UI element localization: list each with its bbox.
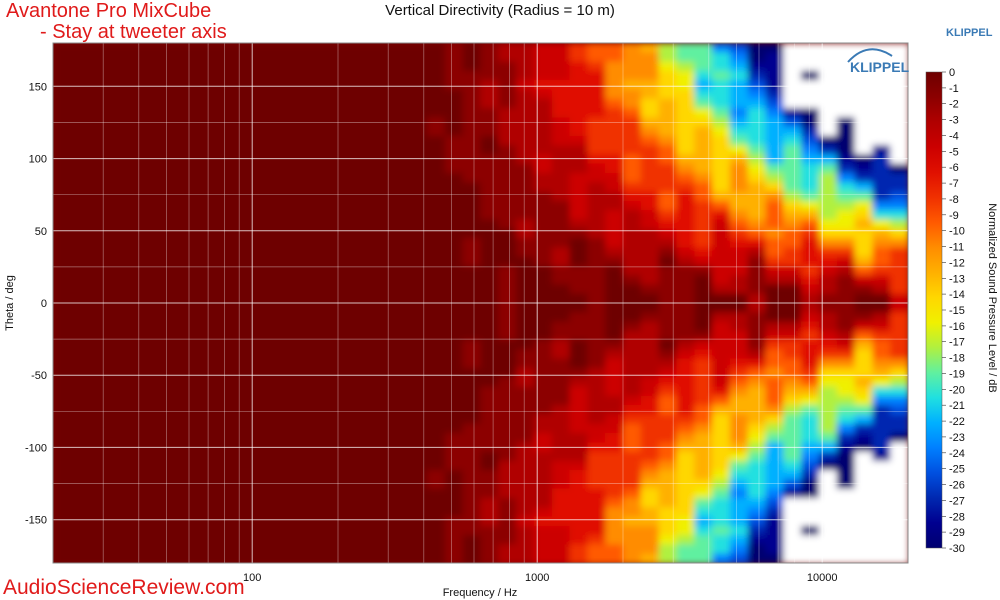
x-tick-label: 1000 <box>525 572 549 584</box>
colorbar-tick-label: -1 <box>949 83 959 95</box>
y-tick-label: 150 <box>29 81 47 93</box>
colorbar-tick-label: -7 <box>949 178 959 190</box>
watermark: AudioScienceReview.com <box>3 576 245 599</box>
colorbar-tick-label: -21 <box>949 400 965 412</box>
colorbar-tick-label: -25 <box>949 464 965 476</box>
colorbar-tick-label: -19 <box>949 369 965 381</box>
colorbar-tick-label: -16 <box>949 321 965 333</box>
chart-heading-line2: - Stay at tweeter axis <box>40 21 227 43</box>
y-axis-ticks: 150 100 50 0 -50 -100 -150 <box>25 81 47 526</box>
colorbar-tick-label: -18 <box>949 353 965 365</box>
colorbar-tick-label: -3 <box>949 115 959 127</box>
colorbar-tick-label: -23 <box>949 432 965 444</box>
y-tick-label: -150 <box>25 515 47 527</box>
y-tick-label: 100 <box>29 154 47 166</box>
chart-heading-line1: Avantone Pro MixCube <box>6 0 212 22</box>
colorbar-tick-label: -8 <box>949 194 959 206</box>
y-tick-label: -100 <box>25 442 47 454</box>
grid-lines <box>53 43 908 563</box>
plot-frame <box>52 42 909 564</box>
colorbar <box>925 71 943 549</box>
colorbar-tick-label: -24 <box>949 448 965 460</box>
colorbar-tick-label: -4 <box>949 131 959 143</box>
colorbar-tick-label: -10 <box>949 226 965 238</box>
x-axis-label: Frequency / Hz <box>443 587 518 599</box>
klippel-logo-arc <box>847 48 893 63</box>
heatmap-field <box>53 43 908 563</box>
colorbar-tick-label: -22 <box>949 416 965 428</box>
klippel-logo: KLIPPEL <box>847 48 910 75</box>
colorbar-tick-label: -17 <box>949 337 965 349</box>
colorbar-tick-label: -30 <box>949 543 965 555</box>
chart-title: Vertical Directivity (Radius = 10 m) <box>385 2 615 19</box>
klippel-logo-text: KLIPPEL <box>850 59 910 75</box>
colorbar-tick-label: -20 <box>949 384 965 396</box>
colorbar-tick-label: -11 <box>949 242 964 254</box>
y-tick-label: -50 <box>31 370 47 382</box>
colorbar-tick-label: -27 <box>949 495 965 507</box>
colorbar-tick-label: -9 <box>949 210 959 222</box>
colorbar-tick-label: -15 <box>949 305 965 317</box>
colorbar-tick-label: -5 <box>949 146 959 158</box>
y-axis-label: Theta / deg <box>4 275 16 331</box>
klippel-brand: KLIPPEL <box>946 27 993 39</box>
colorbar-tick-label: -26 <box>949 480 965 492</box>
colorbar-tick-label: -6 <box>949 162 959 174</box>
colorbar-tick-label: -28 <box>949 511 965 523</box>
x-tick-label: 100 <box>243 572 261 584</box>
colorbar-tick-label: -29 <box>949 527 965 539</box>
colorbar-tick-label: -12 <box>949 257 965 269</box>
colorbar-label: Normalized Sound Pressure Level / dB <box>986 203 998 393</box>
colorbar-tick-label: -14 <box>949 289 965 301</box>
colorbar-tick-label: 0 <box>949 67 955 79</box>
x-axis-ticks: 100 1000 10000 <box>243 572 837 584</box>
y-tick-label: 50 <box>35 226 47 238</box>
x-tick-label: 10000 <box>807 572 838 584</box>
y-tick-label: 0 <box>41 298 47 310</box>
colorbar-ticks: 0 -1 -2 -3 -4 -5 -6 -7 -8 -9 -10 -11 -12 -13 -14 -15 -16… <box>942 67 965 555</box>
colorbar-tick-label: -2 <box>949 99 959 111</box>
colorbar-tick-label: -13 <box>949 273 965 285</box>
